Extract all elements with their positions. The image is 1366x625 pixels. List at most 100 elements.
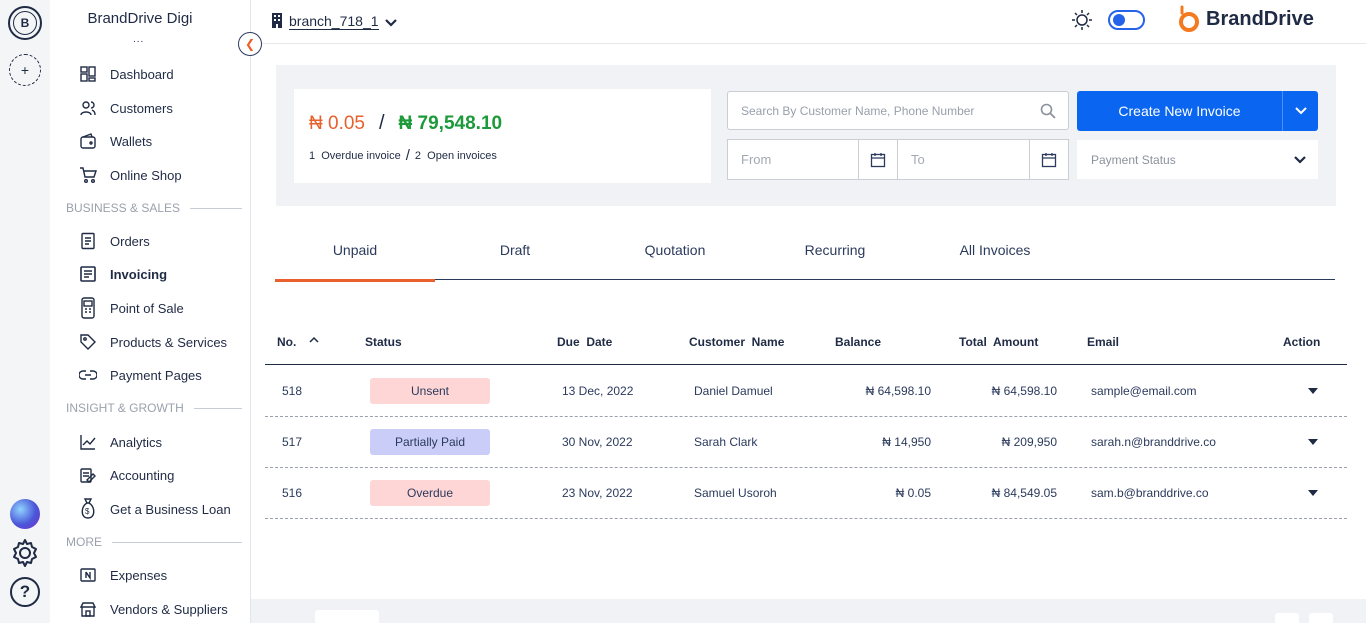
create-invoice-label: Create New Invoice [1118, 103, 1241, 119]
branch-selector[interactable]: branch_718_1 [271, 12, 397, 31]
rows-per-page-select[interactable] [315, 610, 379, 624]
sidebar-item-invoicing[interactable]: Invoicing [78, 262, 167, 286]
wallet-icon [78, 131, 98, 151]
collapse-sidebar-button[interactable]: ❮ [238, 32, 262, 56]
column-customer-name: Customer Name [689, 335, 785, 349]
sidebar-item-label: Invoicing [110, 266, 168, 282]
tab-all-invoices[interactable]: All Invoices [915, 235, 1075, 280]
svg-text:$: $ [85, 507, 90, 516]
from-date-field[interactable]: From [727, 139, 898, 180]
sidebar-item-analytics[interactable]: Analytics [78, 430, 162, 454]
workspace-rail: B + ? [0, 0, 50, 623]
calendar-icon[interactable] [858, 140, 897, 179]
sidebar-item-payment-pages[interactable]: Payment Pages [78, 363, 202, 387]
status-badge: Partially Paid [370, 429, 490, 455]
table-row[interactable]: 518 Unsent 13 Dec, 2022 Daniel Damuel ₦ … [265, 366, 1347, 417]
summary-amounts: ₦ 0.05 / ₦ 79,548.10 [309, 112, 502, 135]
total-amount: ₦ 209,950 [1001, 435, 1057, 449]
plus-icon: + [20, 62, 30, 78]
tab-recurring[interactable]: Recurring [755, 235, 915, 280]
section-divider [193, 407, 242, 409]
customers-icon [78, 98, 98, 118]
add-workspace-button[interactable]: + [9, 54, 41, 86]
count-separator: / [405, 147, 410, 164]
overdue-amount: ₦ 0.05 [309, 113, 365, 134]
chevron-down-icon [1294, 107, 1307, 115]
globe-icon[interactable] [10, 499, 40, 529]
sidebar-item-label: Expenses [110, 567, 168, 583]
invoice-no: 518 [282, 384, 303, 398]
business-name[interactable]: BrandDrive Digi [87, 10, 193, 27]
pagination-bar [251, 599, 1366, 625]
column-due-date: Due Date [557, 335, 613, 349]
cart-icon [78, 165, 98, 185]
tab-label: Quotation [644, 242, 706, 258]
sidebar-item-dashboard[interactable]: Dashboard [78, 62, 174, 86]
help-icon[interactable]: ? [10, 577, 40, 607]
due-date: 23 Nov, 2022 [562, 486, 633, 500]
column-total-amount: Total Amount [959, 335, 1039, 349]
status-badge: Overdue [370, 480, 490, 506]
create-invoice-dropdown[interactable] [1282, 91, 1318, 131]
workspace-avatar[interactable]: B [8, 6, 42, 40]
prev-page-button[interactable] [1275, 613, 1299, 625]
gear-icon[interactable] [9, 537, 41, 569]
row-action-dropdown-icon[interactable] [1308, 490, 1318, 496]
sort-asc-icon[interactable] [309, 333, 319, 347]
sidebar-item-label: Payment Pages [110, 367, 202, 383]
sidebar-item-label: Products & Services [110, 334, 228, 350]
sidebar-item-label: Dashboard [110, 66, 174, 82]
branddrive-logo-mark-icon [1179, 5, 1199, 32]
customer-name: Daniel Damuel [694, 384, 773, 398]
theme-toggle[interactable] [1108, 10, 1145, 30]
create-invoice-button[interactable]: Create New Invoice [1077, 91, 1318, 131]
status-badge: Unsent [370, 378, 490, 404]
sidebar-item-label: Wallets [110, 133, 153, 149]
sidebar-item-products-services[interactable]: Products & Services [78, 330, 227, 354]
sidebar-item-online-shop[interactable]: Online Shop [78, 163, 182, 187]
branch-name: branch_718_1 [289, 13, 379, 30]
search-input[interactable] [741, 103, 1040, 118]
search-box [727, 91, 1069, 130]
tab-label: Unpaid [332, 242, 378, 258]
tab-label: Draft [499, 242, 531, 258]
sidebar-item-point-of-sale[interactable]: Point of Sale [78, 296, 184, 320]
to-date-field[interactable]: To [897, 139, 1069, 180]
sidebar-item-vendors[interactable]: Vendors & Suppliers [78, 597, 228, 621]
next-page-button[interactable] [1309, 613, 1333, 625]
email: sam.b@branddrive.co [1091, 486, 1209, 500]
sun-icon[interactable] [1071, 9, 1093, 31]
sidebar-item-label: Analytics [110, 434, 163, 450]
search-icon[interactable] [1040, 103, 1056, 119]
table-header: No. Status Due Date Customer Name Balanc… [265, 330, 1347, 365]
calendar-icon[interactable] [1029, 140, 1068, 179]
table-row[interactable]: 516 Overdue 23 Nov, 2022 Samuel Usoroh ₦… [265, 468, 1347, 519]
total-amount: ₦ 64,598.10 [991, 384, 1057, 398]
sidebar-item-customers[interactable]: Customers [78, 96, 173, 120]
chevron-left-icon: ❮ [244, 37, 256, 51]
section-divider [190, 207, 242, 209]
sidebar-item-accounting[interactable]: Accounting [78, 463, 174, 487]
column-no[interactable]: No. [277, 335, 297, 349]
sidebar-item-label: Online Shop [110, 167, 182, 183]
business-more-indicator: ... [133, 34, 145, 45]
tab-quotation[interactable]: Quotation [595, 235, 755, 280]
sidebar-item-business-loan[interactable]: $ Get a Business Loan [78, 497, 231, 521]
tab-unpaid[interactable]: Unpaid [275, 235, 435, 282]
tab-draft[interactable]: Draft [435, 235, 595, 280]
expenses-icon [78, 565, 98, 585]
sidebar-item-expenses[interactable]: Expenses [78, 563, 167, 587]
row-action-dropdown-icon[interactable] [1308, 388, 1318, 394]
sidebar-item-wallets[interactable]: Wallets [78, 129, 152, 153]
column-status: Status [365, 335, 402, 349]
open-amount: ₦ 79,548.10 [398, 113, 503, 134]
balance: ₦ 64,598.10 [865, 384, 931, 398]
row-action-dropdown-icon[interactable] [1308, 439, 1318, 445]
table-row[interactable]: 517 Partially Paid 30 Nov, 2022 Sarah Cl… [265, 417, 1347, 468]
invoice-no: 516 [282, 486, 303, 500]
sidebar-item-orders[interactable]: Orders [78, 229, 150, 253]
payment-status-select[interactable]: Payment Status [1077, 140, 1318, 179]
amount-separator: / [378, 112, 385, 134]
section-insight-growth: INSIGHT & GROWTH [66, 401, 242, 415]
sidebar-item-label: Customers [110, 100, 173, 116]
